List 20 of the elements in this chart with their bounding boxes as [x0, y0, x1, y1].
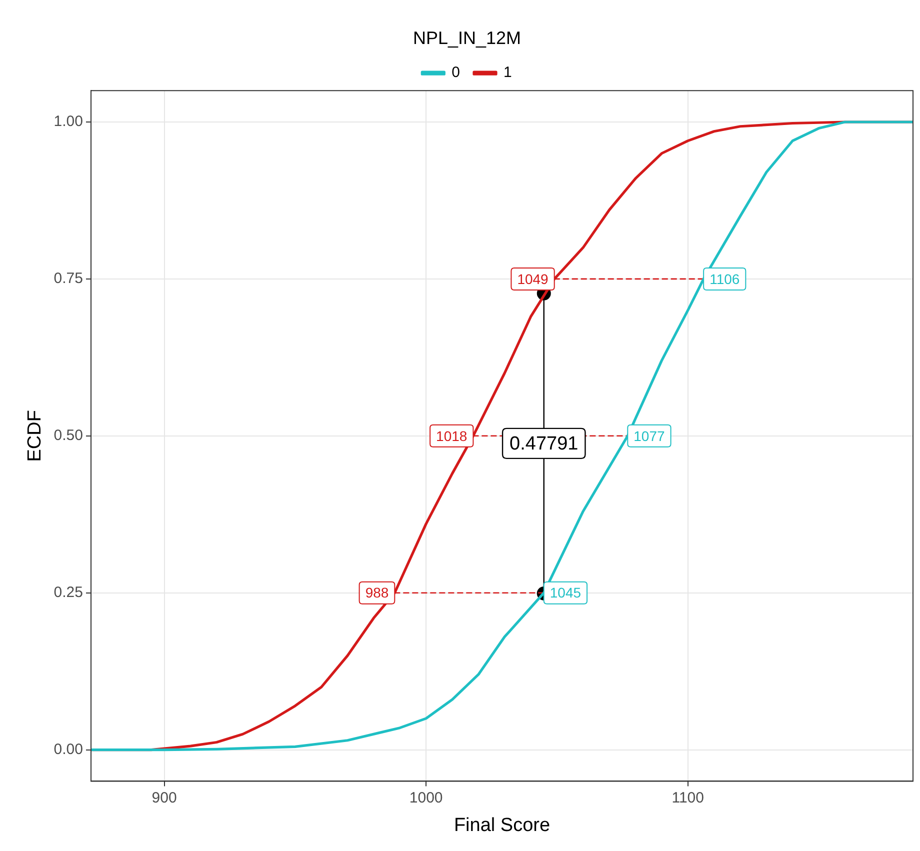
legend-label: 0 — [452, 64, 460, 82]
x-tick-label: 1000 — [409, 789, 443, 806]
legend-label: 1 — [504, 64, 512, 82]
y-tick-label: 0.00 — [54, 740, 83, 758]
annotation: 988 — [365, 584, 389, 601]
y-tick-label: 0.50 — [54, 427, 83, 444]
annotation: 1045 — [550, 584, 582, 601]
y-axis-title: ECDF — [24, 410, 46, 462]
x-tick-label: 900 — [152, 789, 177, 806]
legend-title: NPL_IN_12M — [412, 28, 522, 48]
y-tick-label: 0.25 — [54, 584, 83, 601]
annotation: 0.47791 — [510, 434, 578, 455]
annotation: 1106 — [710, 270, 740, 287]
x-axis-title: Final Score — [454, 814, 550, 836]
annotation: 1049 — [517, 270, 549, 287]
y-tick-label: 0.75 — [54, 270, 83, 288]
annotation: 1018 — [436, 428, 468, 444]
y-tick-label: 1.00 — [54, 113, 83, 130]
x-tick-label: 1100 — [672, 789, 704, 806]
annotation: 1077 — [634, 428, 666, 444]
